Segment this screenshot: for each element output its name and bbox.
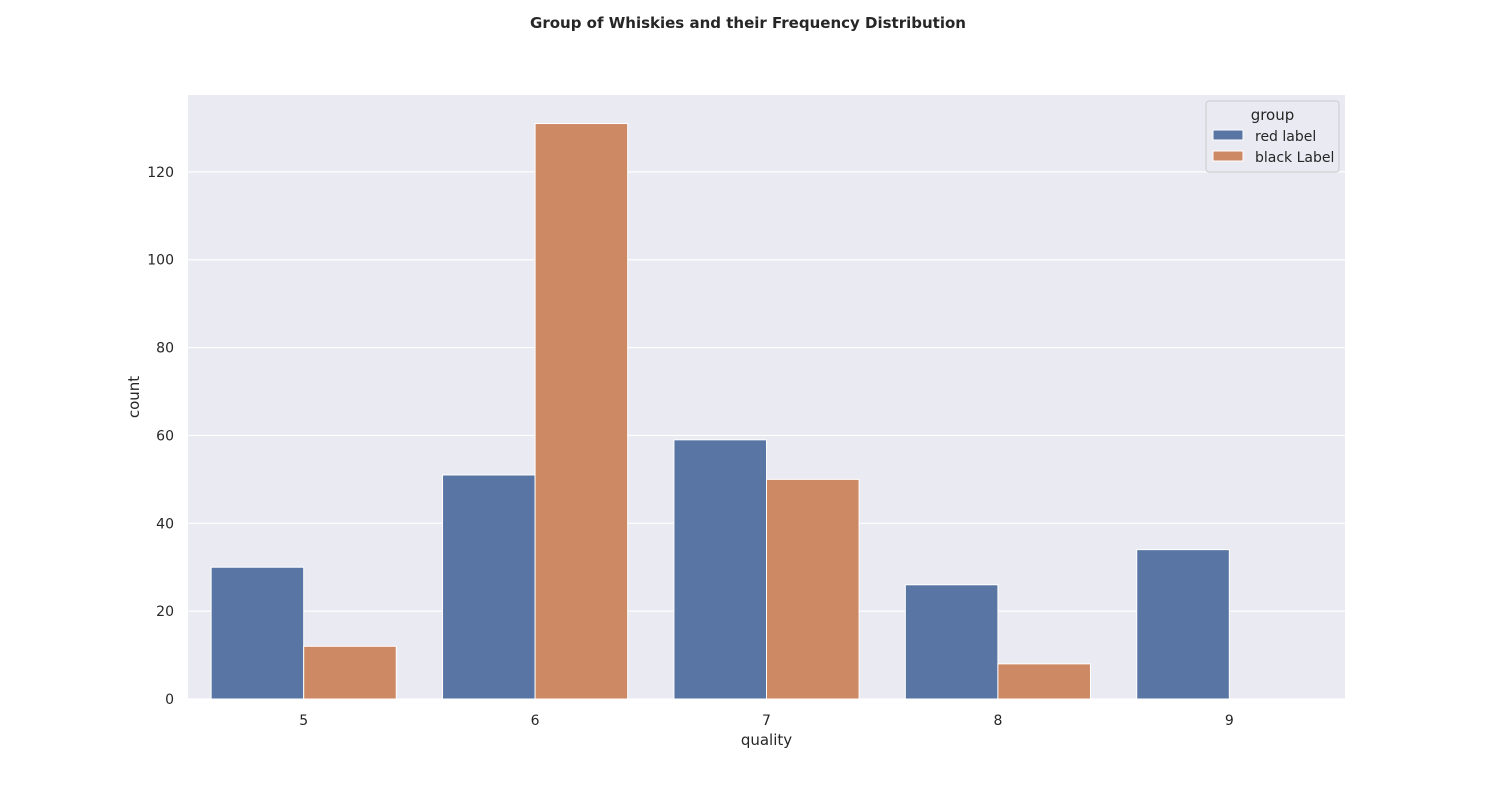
y-tick-labels: 0 20 40 60 80 100 120 (147, 165, 174, 708)
x-tick-label: 9 (1225, 713, 1234, 729)
y-tick-label: 40 (156, 516, 174, 532)
bar-black-label-5 (303, 645, 397, 700)
bar-red-label-9 (1136, 549, 1230, 700)
x-tick-label: 5 (299, 713, 308, 729)
bar-red-label-8 (904, 584, 999, 700)
bar-black-label-6 (534, 123, 629, 700)
bar-red-label-5 (210, 566, 305, 700)
bar-red-label-6 (442, 474, 536, 700)
x-tick-label: 8 (993, 713, 1002, 729)
bars (210, 123, 1230, 700)
y-tick-label: 100 (147, 253, 174, 269)
y-tick-label: 80 (156, 341, 174, 357)
legend-swatch (1212, 129, 1244, 141)
y-tick-label: 0 (165, 692, 174, 708)
bar-red-label-7 (673, 439, 767, 700)
x-tick-label: 7 (762, 713, 771, 729)
chart-title: Group of Whiskies and their Frequency Di… (530, 14, 966, 32)
legend-swatch (1212, 150, 1244, 162)
legend: group red label black Label (1205, 100, 1340, 173)
y-tick-label: 120 (147, 165, 174, 181)
legend-label: black Label (1255, 150, 1334, 166)
legend-title: group (1251, 106, 1295, 124)
y-tick-label: 20 (156, 604, 174, 620)
x-axis-label: quality (741, 731, 792, 749)
bar-black-label-8 (997, 663, 1091, 700)
x-tick-label: 6 (531, 713, 540, 729)
legend-entries: red label black Label (1212, 129, 1334, 166)
bar-black-label-7 (766, 478, 860, 700)
x-tick-labels: 5 6 7 8 9 (299, 713, 1234, 729)
y-axis-label: count (125, 376, 143, 418)
legend-label: red label (1255, 129, 1316, 145)
y-tick-label: 60 (156, 428, 174, 444)
